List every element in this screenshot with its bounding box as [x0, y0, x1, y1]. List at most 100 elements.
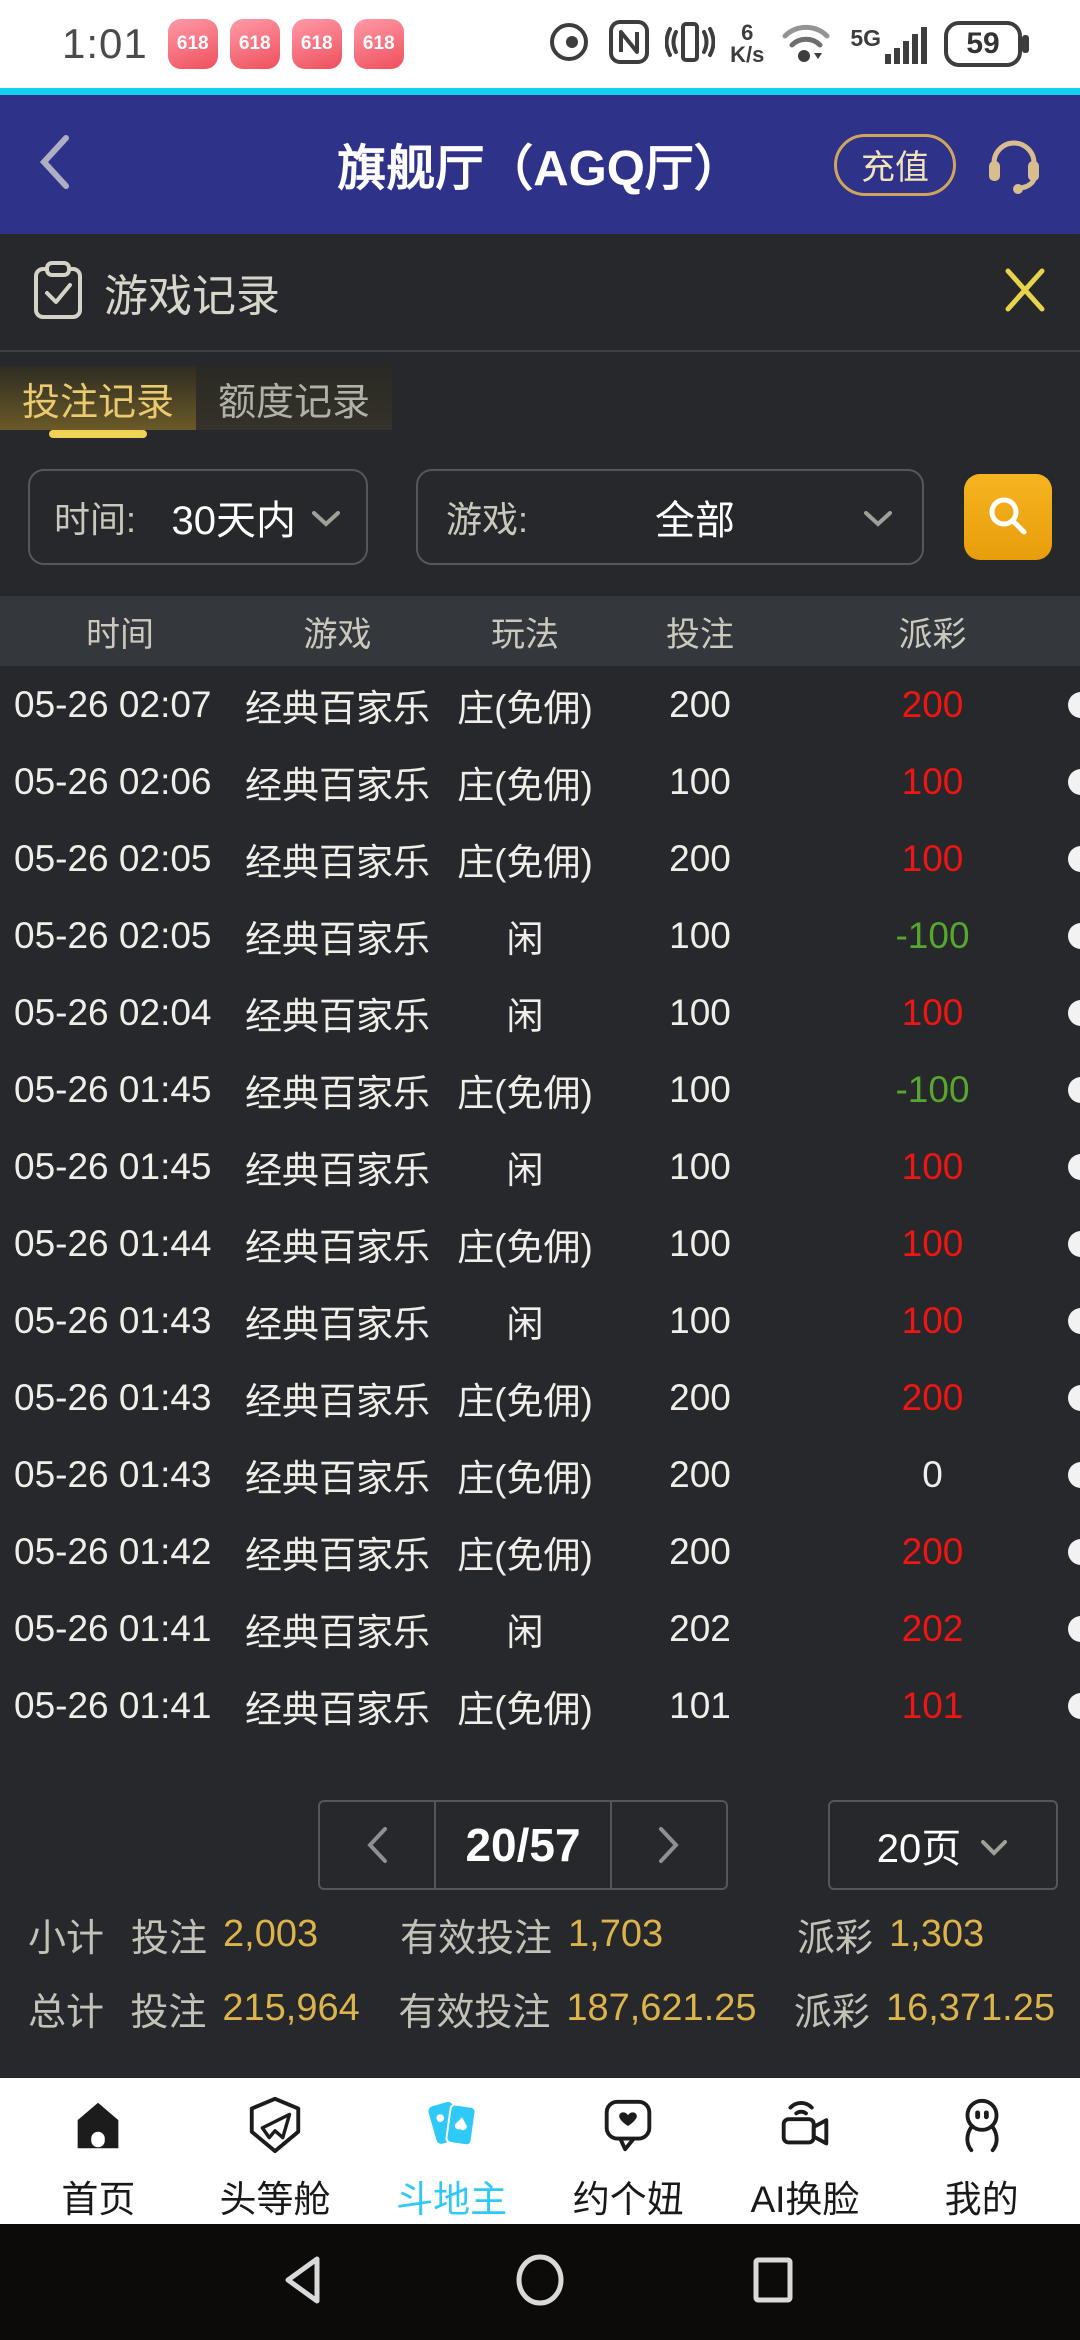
cell-bet: 200 — [669, 837, 731, 879]
cell-payout: 200 — [901, 1376, 964, 1418]
table-body: 05-26 02:07 经典百家乐 庄(免佣) 200 200 05-26 02:06 经典… — [0, 666, 1080, 1744]
cell-game: 经典百家乐 — [245, 995, 430, 1037]
table-row[interactable]: 05-26 01:41 经典百家乐 庄(免佣) 101 101 — [0, 1667, 1080, 1744]
table-row[interactable]: 05-26 01:43 经典百家乐 庄(免佣) 200 200 — [0, 1359, 1080, 1436]
bottom-nav: 首页 头等舱 斗地主 约个妞 AI换脸 — [0, 2078, 1080, 2224]
subtotal-bet: 2,003 — [223, 1912, 319, 1955]
battery-indicator: 59 — [944, 21, 1029, 67]
cell-bet: 200 — [669, 1530, 731, 1572]
cell-payout: 101 — [901, 1684, 964, 1726]
cell-time: 05-26 01:43 — [14, 1376, 212, 1418]
video-camera-icon — [774, 2094, 836, 2161]
total-payout: 16,371.25 — [885, 1986, 1055, 2029]
notification-app-icon[interactable]: 618 — [167, 19, 218, 69]
cell-time: 05-26 01:43 — [14, 1453, 212, 1495]
nav-item-date-girl[interactable]: 约个妞 — [548, 2094, 708, 2223]
cell-play: 庄(免佣) — [457, 687, 593, 729]
heart-chat-icon — [597, 2094, 659, 2161]
cell-game: 经典百家乐 — [245, 764, 430, 806]
cell-game: 经典百家乐 — [245, 1457, 430, 1499]
android-back-button[interactable] — [279, 2252, 335, 2313]
table-header: 时间 游戏 玩法 投注 派彩 — [0, 596, 1080, 666]
pagination-row: 20/57 20页 — [0, 1800, 1080, 1890]
cell-bet: 200 — [669, 683, 731, 725]
subtotal-row: 小计 投注 2,003 有效投注 1,703 派彩 1,303 — [28, 1912, 985, 1960]
android-recents-button[interactable] — [745, 2252, 801, 2313]
nav-item-doudizhu[interactable]: 斗地主 — [372, 2094, 532, 2223]
cell-time: 05-26 02:07 — [14, 683, 212, 725]
cell-time: 05-26 01:44 — [14, 1222, 212, 1264]
table-row[interactable]: 05-26 02:04 经典百家乐 闲 100 100 — [0, 974, 1080, 1051]
time-filter-value: 30天内 — [171, 499, 297, 543]
total-row: 总计 投注 215,964 有效投注 187,621.25 派彩 16,371.… — [28, 1986, 1055, 2034]
table-row[interactable]: 05-26 01:44 经典百家乐 庄(免佣) 100 100 — [0, 1205, 1080, 1282]
cell-time: 05-26 01:45 — [14, 1068, 212, 1110]
col-header-time: 时间 — [86, 615, 154, 654]
col-header-bet: 投注 — [666, 615, 734, 654]
recharge-button[interactable]: 充值 — [834, 133, 956, 196]
cell-time: 05-26 02:05 — [14, 914, 212, 956]
back-button[interactable] — [34, 130, 74, 199]
cell-time: 05-26 02:06 — [14, 760, 212, 802]
nav-item-home[interactable]: 首页 — [18, 2094, 178, 2223]
cell-game: 经典百家乐 — [245, 687, 430, 729]
table-row[interactable]: 05-26 01:43 经典百家乐 庄(免佣) 200 0 — [0, 1436, 1080, 1513]
cell-payout: 100 — [901, 991, 964, 1033]
tab-quota-records[interactable]: 额度记录 — [196, 366, 392, 430]
table-row[interactable]: 05-26 02:07 经典百家乐 庄(免佣) 200 200 — [0, 666, 1080, 743]
cell-game: 经典百家乐 — [245, 1534, 430, 1576]
pager: 20/57 — [318, 1800, 728, 1890]
cell-bet: 202 — [669, 1607, 731, 1649]
cell-payout: 0 — [922, 1453, 943, 1495]
cell-game: 经典百家乐 — [245, 1611, 430, 1653]
wifi-icon — [779, 19, 835, 70]
prev-page-button[interactable] — [320, 1802, 434, 1888]
game-filter-label: 游戏: — [446, 499, 529, 540]
nav-item-first-class[interactable]: 头等舱 — [195, 2094, 355, 2223]
table-row[interactable]: 05-26 02:05 经典百家乐 闲 100 -100 — [0, 897, 1080, 974]
cell-time: 05-26 01:41 — [14, 1607, 212, 1649]
table-row[interactable]: 05-26 02:05 经典百家乐 庄(免佣) 200 100 — [0, 820, 1080, 897]
vibrate-icon — [664, 18, 716, 71]
time-filter-dropdown[interactable]: 时间: 30天内 — [28, 469, 368, 565]
game-filter-dropdown[interactable]: 游戏: 全部 — [416, 469, 924, 565]
nav-item-profile[interactable]: 我的 — [902, 2094, 1062, 2223]
search-button[interactable] — [964, 474, 1052, 560]
cell-payout: 100 — [901, 837, 964, 879]
notification-app-icon[interactable]: 618 — [229, 19, 280, 69]
cell-bet: 200 — [669, 1453, 731, 1495]
page-size-dropdown[interactable]: 20页 — [828, 1800, 1058, 1890]
paper-plane-shield-icon — [244, 2094, 306, 2161]
cell-bet: 101 — [669, 1684, 731, 1726]
nav-item-ai-faceswap[interactable]: AI换脸 — [725, 2094, 885, 2223]
table-row[interactable]: 05-26 01:45 经典百家乐 闲 100 100 — [0, 1128, 1080, 1205]
android-home-button[interactable] — [512, 2252, 568, 2313]
customer-service-icon[interactable] — [982, 129, 1046, 200]
cell-play: 闲 — [506, 1149, 544, 1191]
cell-play: 庄(免佣) — [457, 764, 593, 806]
col-header-game: 游戏 — [303, 615, 372, 654]
subtotal-valid-bet: 1,703 — [568, 1912, 664, 1955]
page-size-value: 20页 — [876, 1827, 962, 1871]
cell-time: 05-26 02:05 — [14, 837, 212, 879]
status-time: 1:01 — [62, 20, 148, 67]
search-icon — [984, 492, 1032, 543]
table-row[interactable]: 05-26 01:42 经典百家乐 庄(免佣) 200 200 — [0, 1513, 1080, 1590]
cell-bet: 100 — [669, 1222, 731, 1264]
cell-bet: 100 — [669, 914, 731, 956]
table-row[interactable]: 05-26 01:41 经典百家乐 闲 202 202 — [0, 1590, 1080, 1667]
cell-payout: -100 — [895, 1068, 970, 1110]
cell-play: 闲 — [506, 1303, 544, 1345]
cell-time: 05-26 02:04 — [14, 991, 212, 1033]
next-page-button[interactable] — [612, 1802, 726, 1888]
notification-app-icon[interactable]: 618 — [291, 19, 342, 69]
cell-game: 经典百家乐 — [245, 1380, 430, 1422]
table-row[interactable]: 05-26 01:45 经典百家乐 庄(免佣) 100 -100 — [0, 1051, 1080, 1128]
cell-game: 经典百家乐 — [245, 1688, 430, 1730]
close-icon[interactable] — [1000, 265, 1050, 320]
tab-bet-records[interactable]: 投注记录 — [0, 366, 196, 430]
notification-app-icon[interactable]: 618 — [353, 19, 404, 69]
table-row[interactable]: 05-26 02:06 经典百家乐 庄(免佣) 100 100 — [0, 743, 1080, 820]
cell-play: 庄(免佣) — [457, 1457, 593, 1499]
table-row[interactable]: 05-26 01:43 经典百家乐 闲 100 100 — [0, 1282, 1080, 1359]
